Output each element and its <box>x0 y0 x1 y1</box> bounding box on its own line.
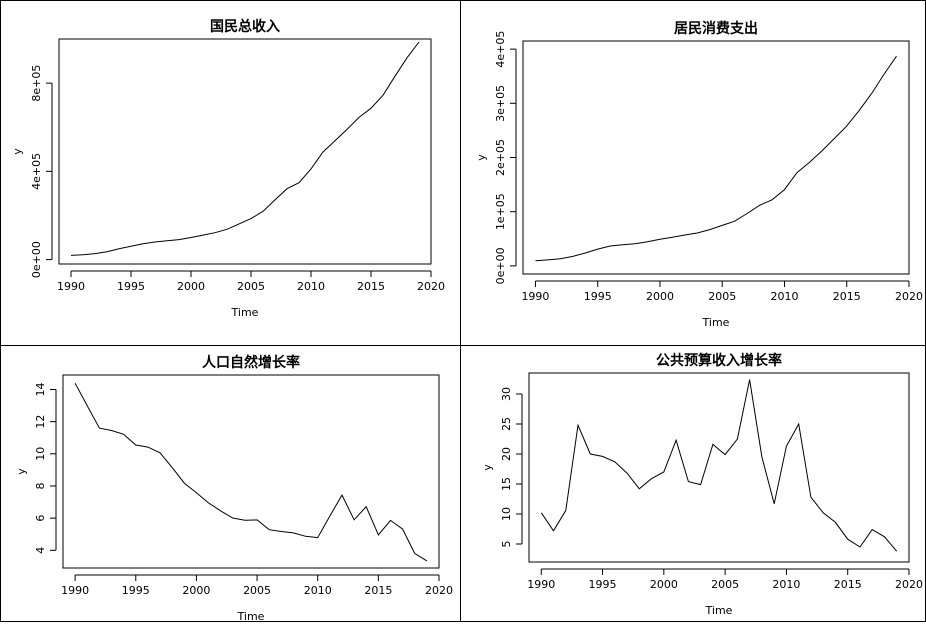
x-tick-label: 2005 <box>237 280 265 293</box>
x-tick-label: 1995 <box>117 280 145 293</box>
y-tick-label: 10 <box>34 447 47 461</box>
series-line <box>540 379 898 552</box>
x-tick-label: 2020 <box>895 578 923 591</box>
chart-panel-gni: 国民总收入 1990 1995 2000 2005 2010 2015 2020 Time 0e+… <box>0 0 461 346</box>
y-tick-label: 3e+05 <box>494 85 507 122</box>
y-tick-label: 12 <box>34 415 47 429</box>
plot-frame <box>522 40 910 275</box>
y-tick-label: 6 <box>34 515 47 522</box>
x-axis-label: Time <box>705 604 733 617</box>
y-axis-label: y <box>11 148 24 155</box>
x-tick-label: 2005 <box>711 578 739 591</box>
y-axis-label: y <box>475 154 488 161</box>
x-tick-label: 2000 <box>182 584 210 597</box>
series-line <box>70 41 420 256</box>
y-tick-label: 20 <box>500 447 513 461</box>
y-tick-label: 30 <box>500 387 513 401</box>
y-axis-label: y <box>481 464 494 471</box>
chart-gni: 国民总收入 1990 1995 2000 2005 2010 2015 2020 Time 0e+… <box>11 18 445 319</box>
chart-title: 人口自然增长率 <box>202 354 300 371</box>
x-tick-label: 1990 <box>57 280 85 293</box>
series-line <box>74 382 428 562</box>
x-tick-label: 2020 <box>417 280 445 293</box>
x-tick-label: 1995 <box>122 584 150 597</box>
y-tick-label: 4e+05 <box>30 153 43 190</box>
plot-frame <box>58 38 432 265</box>
chart-panel-population: 人口自然增长率 1990 1995 2000 2005 2010 2015 2020 Time 4… <box>0 345 461 623</box>
x-tick-label: 2000 <box>650 578 678 591</box>
x-axis-label: Time <box>231 306 259 319</box>
x-tick-label: 1990 <box>521 290 549 303</box>
x-tick-label: 2005 <box>243 584 271 597</box>
chart-population: 人口自然增长率 1990 1995 2000 2005 2010 2015 2020 Time 4… <box>15 354 453 623</box>
chart-title: 国民总收入 <box>210 18 280 35</box>
y-tick-label: 1e+05 <box>494 193 507 230</box>
y-axis-label: y <box>15 468 28 475</box>
x-axis-label: Time <box>702 316 730 329</box>
x-tick-label: 2005 <box>708 290 736 303</box>
x-tick-label: 2000 <box>177 280 205 293</box>
y-tick-label: 10 <box>500 507 513 521</box>
y-tick-label: 15 <box>500 477 513 491</box>
x-axis-label: Time <box>237 610 265 621</box>
x-tick-label: 2010 <box>297 280 325 293</box>
x-tick-label: 2010 <box>772 578 800 591</box>
y-tick-label: 14 <box>34 382 47 396</box>
chart-panel-consumption: 居民消费支出 1990 1995 2000 2005 2010 2015 2020 Time 0e… <box>460 0 926 346</box>
y-tick-label: 8 <box>34 482 47 489</box>
x-tick-label: 2010 <box>304 584 332 597</box>
x-tick-label: 2020 <box>425 584 453 597</box>
x-tick-label: 2015 <box>834 578 862 591</box>
x-tick-label: 2020 <box>895 290 923 303</box>
y-tick-label: 2e+05 <box>494 139 507 176</box>
y-tick-label: 4 <box>34 547 47 554</box>
chart-consumption: 居民消费支出 1990 1995 2000 2005 2010 2015 2020 Time 0e… <box>475 20 923 329</box>
x-tick-label: 2000 <box>646 290 674 303</box>
x-tick-label: 1990 <box>61 584 89 597</box>
y-tick-label: 0e+00 <box>30 241 43 278</box>
y-tick-label: 5 <box>500 541 513 548</box>
chart-panel-revenue: 公共预算收入增长率 1990 1995 2000 2005 2010 2015 2020 Tim… <box>460 345 926 622</box>
plot-frame <box>62 374 440 569</box>
x-tick-label: 1995 <box>584 290 612 303</box>
y-tick-label: 25 <box>500 417 513 431</box>
series-line <box>535 55 897 262</box>
x-tick-label: 2015 <box>833 290 861 303</box>
x-tick-label: 2015 <box>357 280 385 293</box>
x-tick-label: 1990 <box>527 578 555 591</box>
y-tick-label: 0e+00 <box>494 247 507 284</box>
x-tick-label: 1995 <box>589 578 617 591</box>
plot-frame <box>528 372 910 563</box>
y-tick-label: 8e+05 <box>30 65 43 102</box>
x-tick-label: 2015 <box>364 584 392 597</box>
x-tick-label: 2010 <box>770 290 798 303</box>
chart-title: 公共预算收入增长率 <box>656 352 782 369</box>
chart-title: 居民消费支出 <box>674 20 758 37</box>
y-tick-label: 4e+05 <box>494 31 507 68</box>
